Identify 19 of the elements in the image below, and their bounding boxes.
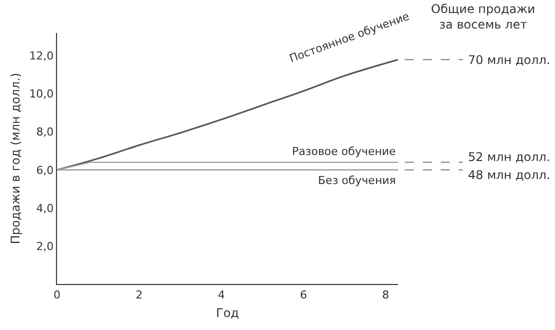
x-tick-label: 4 [218,288,225,302]
text: Общие продажи за восемь лет [431,2,536,32]
x-tick-label: 8 [382,288,390,302]
y-tick-label: 4,0 [36,202,54,215]
series-label: Без обучения [318,174,396,187]
x-tick-label: 0 [54,288,60,302]
y-tick-label: 6,0 [36,164,54,177]
x-axis-title: Год [216,306,239,320]
x-tick-label: 6 [300,288,308,302]
y-tick-label: 10,0 [29,88,54,101]
y-tick-label: 2,0 [36,240,54,253]
text: 70 млн долл. [468,53,550,67]
text: 52 млн долл. [468,150,550,164]
text: 48 млн долл. [468,168,550,182]
y-tick-label: 12,0 [29,50,54,63]
y-tick-label: 8,0 [36,126,54,139]
y-axis-title: Продажи в год (млн долл.) [8,72,22,244]
series-label: Разовое обучение [292,145,396,158]
x-tick-label: 2 [136,288,143,302]
